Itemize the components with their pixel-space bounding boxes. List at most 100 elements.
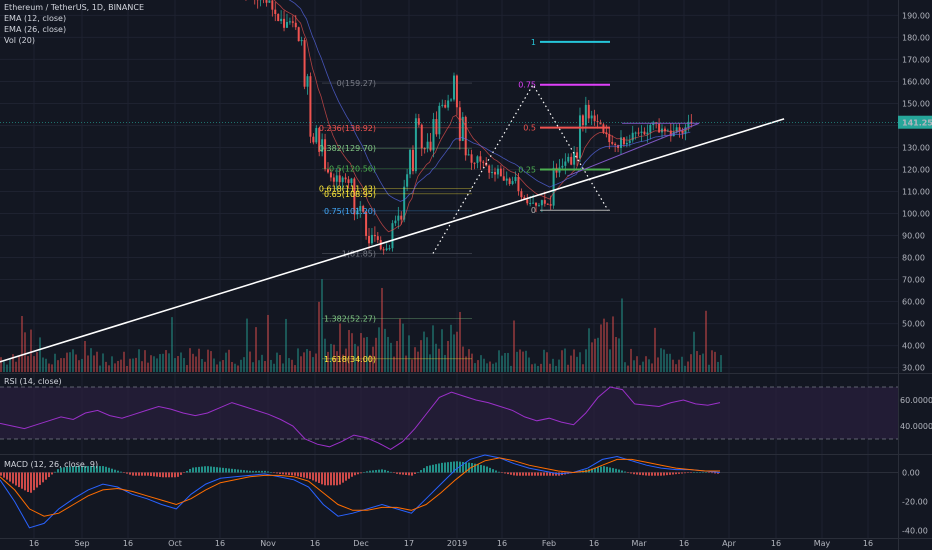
candle-body: [540, 200, 543, 206]
candle-body: [265, 0, 268, 3]
candle-body: [411, 149, 414, 172]
candle-body: [309, 76, 312, 137]
volume-bar: [132, 358, 134, 372]
macd-hist-bar: [240, 469, 242, 473]
volume-bar: [165, 350, 167, 372]
chart-legend: Ethereum / TetherUS, 1D, BINANCE EMA (12…: [4, 2, 144, 46]
macd-hist-bar: [210, 466, 212, 473]
rsi-axis-tick: 40.0000: [900, 422, 932, 431]
volume-bar: [258, 360, 260, 372]
macd-hist-bar: [372, 470, 374, 473]
volume-bar: [282, 363, 284, 372]
candle-body: [423, 148, 426, 150]
volume-bar: [27, 356, 29, 372]
macd-hist-bar: [282, 472, 284, 475]
volume-bar: [324, 338, 326, 372]
volume-bar: [372, 346, 374, 372]
macd-hist-bar: [477, 464, 479, 473]
candle-body: [529, 203, 532, 205]
candle-body: [578, 115, 581, 159]
candle-body: [473, 162, 476, 164]
dotted-pattern-line: [432, 83, 609, 254]
volume-bar: [516, 351, 518, 372]
volume-bar: [507, 352, 509, 372]
volume-bar: [525, 350, 527, 372]
macd-hist-bar: [483, 465, 485, 473]
macd-hist-bar: [69, 466, 71, 473]
macd-title[interactable]: MACD (12, 26, close, 9): [4, 460, 99, 469]
candle-body: [329, 172, 332, 178]
volume-bar: [186, 365, 188, 372]
candle-body: [622, 137, 625, 145]
volume-bar: [483, 358, 485, 372]
volume-bar: [528, 357, 530, 372]
volume-bar: [18, 355, 20, 372]
macd-hist-bar: [126, 472, 128, 474]
macd-hist-bar: [684, 472, 686, 474]
macd-hist-bar: [111, 468, 113, 473]
ema12-label[interactable]: EMA (12, close): [4, 14, 67, 23]
time-axis-tick: 2019: [447, 539, 467, 548]
macd-hist-bar: [21, 472, 23, 489]
fib-retracement-label: 0.236(138.92): [319, 124, 376, 133]
volume-bar: [465, 356, 467, 372]
volume-bar: [582, 364, 584, 372]
candle-body: [576, 152, 579, 159]
volume-bar: [630, 348, 632, 372]
volume-bar: [522, 351, 524, 372]
symbol-title[interactable]: Ethereum / TetherUS, 1D, BINANCE: [4, 3, 145, 12]
candle-body: [350, 178, 353, 183]
candle-body: [429, 141, 432, 151]
volume-bar: [60, 358, 62, 372]
macd-hist-bar: [681, 472, 683, 474]
macd-hist-bar: [147, 472, 149, 476]
volume-bar: [150, 355, 152, 372]
macd-hist-bar: [432, 464, 434, 473]
time-axis-tick: Nov: [260, 539, 276, 548]
macd-hist-bar: [159, 472, 161, 477]
candle-body: [614, 143, 617, 146]
volume-bar: [6, 364, 8, 372]
volume-bar: [381, 287, 383, 372]
macd-hist-bar: [129, 472, 131, 475]
time-axis-tick: Oct: [168, 539, 182, 548]
volume-bar: [168, 353, 170, 372]
macd-hist-bar: [687, 472, 689, 473]
candle-body: [514, 177, 517, 182]
macd-hist-bar: [519, 472, 521, 476]
volume-bar: [513, 320, 515, 372]
volume-bar: [537, 365, 539, 372]
macd-hist-bar: [402, 472, 404, 475]
fib-retracement-label: 0.382(129.70): [319, 144, 376, 153]
candle-body: [285, 22, 288, 28]
macd-hist-bar: [123, 472, 125, 473]
rsi-title[interactable]: RSI (14, close): [4, 377, 62, 386]
volume-bar: [252, 362, 254, 372]
candle-body: [491, 171, 494, 173]
volume-bar: [99, 365, 101, 372]
volume-bar: [291, 359, 293, 372]
volume-label[interactable]: Vol (20): [4, 36, 35, 45]
volume-bar: [375, 337, 377, 372]
macd-hist-bar: [678, 472, 680, 474]
volume-bar: [111, 356, 113, 372]
macd-hist-bar: [258, 470, 260, 473]
candle-body: [391, 223, 394, 249]
macd-hist-bar: [336, 472, 338, 486]
volume-bar: [330, 343, 332, 372]
macd-hist-bar: [693, 472, 695, 473]
macd-hist-bar: [462, 461, 464, 473]
macd-hist-bar: [594, 467, 596, 473]
volume-bar: [534, 363, 536, 372]
volume-bar: [681, 356, 683, 372]
volume-bar: [267, 314, 269, 372]
fib-extension-label: 0.75: [518, 81, 536, 90]
time-axis-tick: Mar: [631, 539, 647, 548]
candle-body: [370, 234, 373, 244]
candle-body: [611, 142, 614, 144]
ema26-label[interactable]: EMA (26, close): [4, 25, 67, 34]
candle-body: [382, 249, 385, 251]
candle-body: [532, 202, 535, 204]
candle-body: [537, 205, 540, 207]
macd-hist-bar: [660, 472, 662, 476]
